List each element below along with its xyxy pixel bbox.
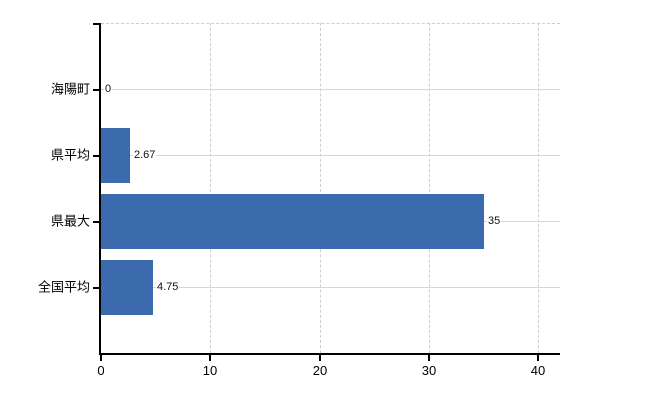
y-axis-tick-1 xyxy=(93,155,99,157)
horizontal-gridline-3 xyxy=(101,287,560,288)
value-label-3: 4.75 xyxy=(156,280,180,294)
value-label-0: 0 xyxy=(104,82,113,96)
bar-3 xyxy=(101,260,153,315)
x-axis-tick-20 xyxy=(319,355,321,361)
value-label-2: 35 xyxy=(487,214,502,228)
x-tick-label-40: 40 xyxy=(530,363,546,378)
vertical-gridline-20 xyxy=(320,23,321,353)
horizontal-gridline-1 xyxy=(101,155,560,156)
horizontal-gridline-0 xyxy=(101,89,560,90)
x-axis-tick-0 xyxy=(100,355,102,361)
category-label-2: 県最大 xyxy=(50,213,90,229)
category-label-3: 全国平均 xyxy=(37,279,90,295)
vertical-gridline-10 xyxy=(210,23,211,353)
x-tick-label-0: 0 xyxy=(97,363,105,378)
x-axis-line xyxy=(99,353,560,355)
y-axis-tick-3 xyxy=(93,287,99,289)
category-label-1: 県平均 xyxy=(50,147,90,163)
y-axis-tick-top xyxy=(93,23,99,25)
bar-1 xyxy=(101,128,130,183)
plot-area-top-border xyxy=(101,23,560,24)
value-label-1: 2.67 xyxy=(133,148,157,162)
y-axis-tick-2 xyxy=(93,221,99,223)
vertical-gridline-40 xyxy=(538,23,539,353)
x-tick-label-30: 30 xyxy=(421,363,437,378)
x-tick-label-20: 20 xyxy=(312,363,328,378)
bar-2 xyxy=(101,194,484,249)
vertical-gridline-30 xyxy=(429,23,430,353)
y-axis-line xyxy=(99,23,101,355)
x-axis-tick-10 xyxy=(209,355,211,361)
x-tick-label-10: 10 xyxy=(202,363,218,378)
x-axis-tick-40 xyxy=(537,355,539,361)
x-axis-tick-30 xyxy=(428,355,430,361)
y-axis-tick-0 xyxy=(93,89,99,91)
category-label-0: 海陽町 xyxy=(50,81,90,97)
